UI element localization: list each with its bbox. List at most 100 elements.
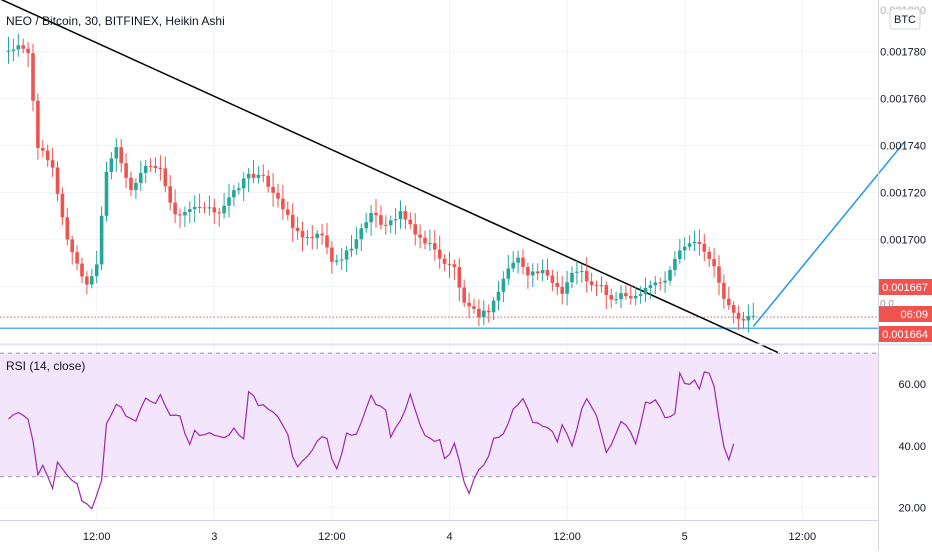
candle-body xyxy=(599,285,604,287)
candle xyxy=(663,271,667,293)
candle-body xyxy=(653,282,658,286)
candle xyxy=(276,183,280,208)
candle xyxy=(207,195,212,216)
candle xyxy=(212,198,217,225)
candle xyxy=(727,286,731,311)
candle xyxy=(614,291,618,305)
candle-body xyxy=(408,219,413,225)
candle-body xyxy=(736,312,741,319)
candle-body xyxy=(540,269,545,274)
candles[interactable] xyxy=(6,33,756,333)
candle xyxy=(344,246,349,272)
candle xyxy=(168,175,172,211)
candle-body xyxy=(555,282,560,288)
candle xyxy=(109,152,114,180)
candle xyxy=(584,256,589,293)
candle xyxy=(589,272,594,292)
rsi-y-tick-label: 60.00 xyxy=(898,379,926,391)
candle xyxy=(143,159,148,184)
candle-body xyxy=(570,272,574,283)
candle-body xyxy=(70,239,74,253)
candle-body xyxy=(99,215,104,265)
candle-body xyxy=(271,186,275,193)
line-price-label-bg xyxy=(879,326,932,342)
candle-body xyxy=(281,198,285,210)
candle-body xyxy=(315,233,319,239)
candle-body xyxy=(589,281,594,286)
candle-body xyxy=(295,227,300,231)
candle-body xyxy=(486,310,491,313)
candle xyxy=(433,230,437,261)
candle xyxy=(482,300,486,326)
currency-button[interactable]: BTC xyxy=(889,8,921,30)
candle-body xyxy=(290,214,295,228)
candle xyxy=(535,263,540,281)
candle-body xyxy=(442,258,447,264)
candle xyxy=(178,208,182,229)
candle xyxy=(75,245,79,270)
candle-body xyxy=(50,160,55,168)
x-tick-label: 12:00 xyxy=(789,531,817,543)
candle-body xyxy=(403,211,408,220)
candle xyxy=(668,266,672,286)
candle xyxy=(119,139,123,173)
candle-body xyxy=(491,300,496,313)
candle-body xyxy=(207,207,212,209)
candle xyxy=(295,216,300,240)
candle-body xyxy=(114,147,119,159)
candle-body xyxy=(614,299,618,301)
countdown-label-bg xyxy=(879,306,932,322)
candle xyxy=(124,153,128,189)
candle-body xyxy=(60,193,65,218)
candle-body xyxy=(227,197,231,206)
x-tick-label: 5 xyxy=(682,531,688,543)
candle xyxy=(462,279,466,308)
candle xyxy=(736,305,741,331)
candle-body xyxy=(139,172,143,183)
candle-body xyxy=(384,224,388,226)
y-tick-label: 0.001720 xyxy=(880,188,926,200)
candle xyxy=(94,250,99,284)
candle xyxy=(173,189,177,224)
candle xyxy=(428,229,432,251)
candle xyxy=(6,36,11,64)
candle xyxy=(531,263,535,288)
rsi-line xyxy=(8,370,735,510)
candle xyxy=(678,239,682,264)
candle-body xyxy=(717,266,721,283)
candle-body xyxy=(678,250,682,260)
candle-body xyxy=(746,316,751,321)
candle-body xyxy=(188,209,192,213)
candle-body xyxy=(256,174,261,178)
candle xyxy=(188,201,192,224)
candle xyxy=(594,280,599,297)
candle-body xyxy=(148,165,153,167)
candle-body xyxy=(629,296,633,299)
candle xyxy=(408,212,413,229)
candle-body xyxy=(65,217,70,240)
candle xyxy=(339,247,344,271)
candle xyxy=(540,259,545,282)
candle-body xyxy=(36,100,40,148)
candle xyxy=(575,260,579,285)
candle xyxy=(565,270,569,306)
candle-body xyxy=(90,276,94,285)
candle-body xyxy=(535,271,540,274)
candle-body xyxy=(178,214,182,216)
candle xyxy=(256,166,261,184)
candle xyxy=(687,235,692,251)
candle xyxy=(374,199,378,228)
candle-body xyxy=(624,293,628,297)
candle xyxy=(163,156,168,193)
candle-body xyxy=(212,207,217,213)
candle-body xyxy=(143,165,148,173)
candle-body xyxy=(477,308,481,318)
candle-body xyxy=(447,263,452,265)
candle-body xyxy=(609,295,613,300)
candle xyxy=(197,193,202,214)
candle-body xyxy=(339,259,344,261)
candle xyxy=(447,251,452,278)
candle xyxy=(521,249,525,275)
